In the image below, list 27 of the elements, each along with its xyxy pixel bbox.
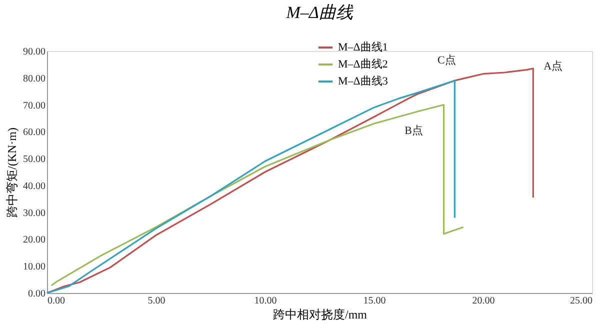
- x-axis-title: 跨中相对挠度/mm: [272, 308, 368, 322]
- legend-label: M–Δ曲线3: [338, 74, 388, 88]
- x-tick-label: 0.00: [48, 296, 65, 306]
- y-tick-label: 90.00: [23, 46, 46, 58]
- x-tick-label: 10.00: [254, 296, 277, 306]
- y-axis-title: 跨中弯矩/(KN·m): [5, 128, 19, 218]
- y-tick-label: 80.00: [23, 73, 46, 84]
- y-tick-label: 60.00: [23, 127, 46, 138]
- y-tick-label: 50.00: [23, 154, 46, 166]
- x-tick-label: 25.00: [570, 296, 592, 306]
- annotation: A点: [544, 59, 563, 72]
- x-tick-label: 15.00: [363, 296, 386, 306]
- y-tick-label: 40.00: [23, 180, 46, 192]
- y-tick-label: 30.00: [23, 208, 46, 219]
- y-tick-label: 20.00: [23, 234, 46, 246]
- x-tick-label: 20.00: [472, 296, 495, 306]
- y-tick-label: 70.00: [23, 100, 46, 112]
- y-tick-label: 0.00: [28, 288, 46, 300]
- legend-label: M–Δ曲线2: [338, 58, 388, 70]
- chart-title: M–Δ曲线: [285, 3, 354, 22]
- annotation: C点: [437, 54, 456, 67]
- legend-label: M–Δ曲线1: [338, 40, 388, 54]
- x-tick-label: 5.00: [148, 296, 166, 306]
- annotation: B点: [404, 124, 423, 137]
- y-tick-label: 10.00: [23, 262, 46, 273]
- line-series: [46, 68, 534, 294]
- line-series: [50, 104, 464, 286]
